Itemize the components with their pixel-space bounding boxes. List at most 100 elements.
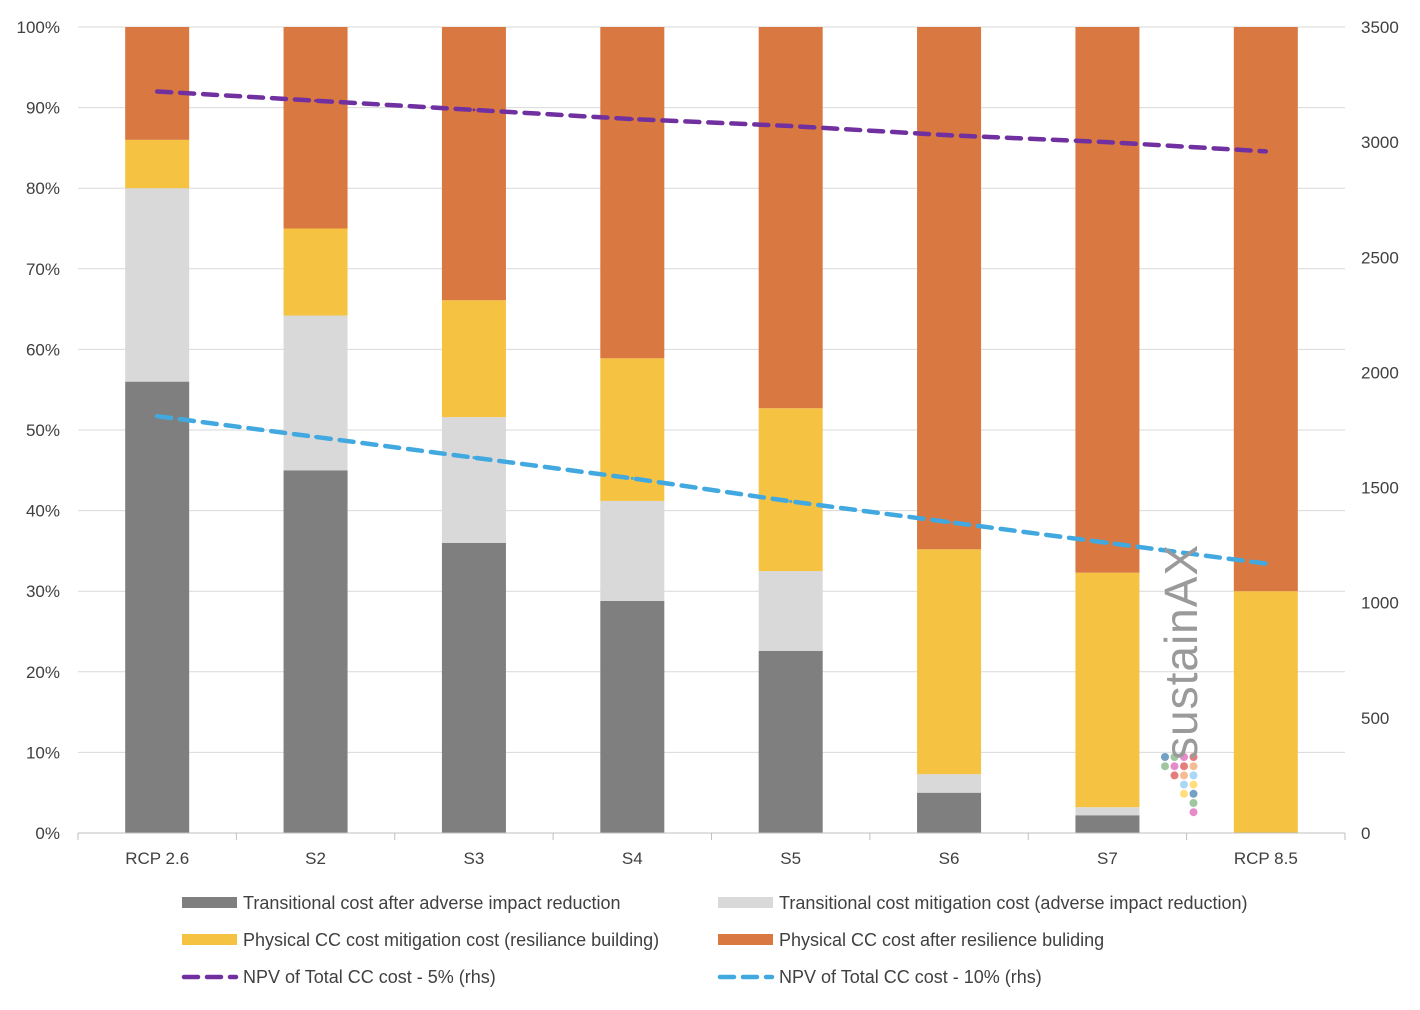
npv-point-2	[1105, 541, 1109, 545]
bar-segment-3-series-2	[441, 417, 506, 543]
right-y-tick-label: 1500	[1361, 479, 1399, 498]
x-tick-label: RCP 2.6	[125, 849, 189, 868]
npv-point-2	[314, 435, 318, 439]
bar-segment-2-series-2	[283, 315, 348, 471]
legend-label: Transitional cost mitigation cost (adver…	[779, 893, 1248, 913]
left-y-tick-label: 80%	[26, 179, 60, 198]
bar-segment-5-series-1	[758, 650, 823, 833]
legend-swatch	[182, 934, 237, 945]
legend-item: Physical CC cost after resilience bulidi…	[718, 930, 1104, 950]
npv-point-1	[155, 89, 159, 93]
legend-label: Physical CC cost mitigation cost (resili…	[243, 930, 659, 950]
x-tick-label: RCP 8.5	[1234, 849, 1298, 868]
x-tick-label: S4	[622, 849, 643, 868]
legend-swatch	[718, 897, 773, 908]
bar-segment-1-series-3	[125, 139, 190, 189]
npv-point-1	[789, 124, 793, 128]
right-y-tick-label: 2500	[1361, 248, 1399, 267]
npv-point-1	[1105, 140, 1109, 144]
bar-segment-4-series-2	[600, 500, 665, 601]
npv-point-2	[1264, 562, 1268, 566]
left-y-tick-label: 60%	[26, 340, 60, 359]
legend-item: NPV of Total CC cost - 10% (rhs)	[717, 967, 1042, 987]
watermark-text: sustainAX	[1155, 544, 1207, 760]
npv-point-2	[472, 456, 476, 460]
bar-segment-5-series-4	[758, 27, 823, 409]
legend-item: NPV of Total CC cost - 5% (rhs)	[181, 967, 496, 987]
x-tick-label: S6	[939, 849, 960, 868]
left-y-tick-label: 50%	[26, 421, 60, 440]
watermark-dot	[1170, 771, 1179, 780]
npv-line-2	[154, 413, 1269, 566]
left-y-tick-label: 10%	[26, 743, 60, 762]
bar-segment-4-series-1	[600, 600, 665, 833]
bar-segment-2-series-3	[283, 228, 348, 316]
bar-segment-7-series-2	[1075, 807, 1140, 816]
watermark-dot	[1180, 789, 1188, 798]
legend-item: Transitional cost mitigation cost (adver…	[718, 893, 1248, 913]
watermark-dot	[1180, 780, 1188, 789]
bar-segment-1-series-1	[125, 381, 190, 833]
npv-lines	[154, 89, 1269, 566]
x-tick-label: S5	[780, 849, 801, 868]
legend-label: Transitional cost after adverse impact r…	[243, 893, 621, 913]
legend-item: Transitional cost after adverse impact r…	[182, 893, 621, 913]
sustainax-watermark: sustainAX	[1155, 544, 1207, 817]
watermark-dot	[1180, 753, 1188, 761]
npv-line-1	[154, 89, 1269, 154]
watermark-dot	[1170, 753, 1179, 761]
right-y-tick-label: 500	[1361, 709, 1389, 728]
left-y-tick-label: 30%	[26, 582, 60, 601]
watermark-dot	[1189, 780, 1198, 789]
watermark-dot	[1189, 771, 1198, 780]
bar-segment-5-series-3	[758, 408, 823, 572]
watermark-dot	[1189, 799, 1198, 807]
npv-point-2	[947, 520, 951, 524]
bar-segment-3-series-1	[441, 542, 506, 833]
npv-point-1	[630, 117, 634, 121]
npv-point-1	[314, 99, 318, 103]
x-tick-label: S7	[1097, 849, 1118, 868]
bar-segment-7-series-3	[1075, 572, 1140, 808]
watermark-dot	[1189, 753, 1198, 761]
watermark-dot	[1161, 762, 1169, 771]
x-tick-label: S2	[305, 849, 326, 868]
axes: RCP 2.6 S2 S3 S4 S5 S6 S7 RCP 8.5 0% 10% 20% 30% 40%…	[17, 18, 1399, 868]
right-y-tick-label: 3000	[1361, 133, 1399, 152]
bar-segment-6-series-3	[917, 549, 982, 775]
right-y-tick-label: 2000	[1361, 363, 1399, 382]
npv-point-1	[472, 108, 476, 112]
legend-item: Physical CC cost mitigation cost (resili…	[182, 930, 659, 950]
watermark-dot	[1189, 762, 1198, 771]
bar-segment-3-series-4	[441, 27, 506, 301]
legend-label: NPV of Total CC cost - 10% (rhs)	[779, 967, 1042, 987]
watermark-dot	[1161, 753, 1169, 761]
bar-segment-6-series-1	[917, 792, 982, 833]
bar-segment-1-series-4	[125, 27, 190, 140]
bar-segment-2-series-4	[283, 27, 348, 229]
watermark-dot	[1189, 808, 1198, 817]
x-tick-label: S3	[464, 849, 485, 868]
npv-point-2	[630, 476, 634, 480]
watermark-dot	[1180, 762, 1188, 771]
left-y-tick-label: 100%	[17, 18, 60, 37]
bar-segment-4-series-4	[600, 27, 665, 359]
npv-point-1	[1264, 149, 1268, 153]
npv-point-2	[155, 414, 159, 418]
bar-segment-2-series-1	[283, 470, 348, 833]
left-y-tick-label: 0%	[35, 824, 60, 843]
right-y-tick-label: 3500	[1361, 18, 1399, 37]
npv-point-1	[947, 133, 951, 137]
bar-segment-5-series-2	[758, 571, 823, 651]
legend-swatch	[182, 897, 237, 908]
left-y-tick-label: 40%	[26, 502, 60, 521]
right-y-tick-label: 1000	[1361, 594, 1399, 613]
legend-swatch	[718, 934, 773, 945]
left-y-tick-label: 70%	[26, 260, 60, 279]
legend-label: Physical CC cost after resilience bulidi…	[779, 930, 1104, 950]
watermark-dot	[1180, 771, 1188, 780]
bar-segment-1-series-2	[125, 188, 190, 382]
bars	[125, 27, 1298, 833]
bar-segment-8-series-4	[1233, 27, 1298, 592]
